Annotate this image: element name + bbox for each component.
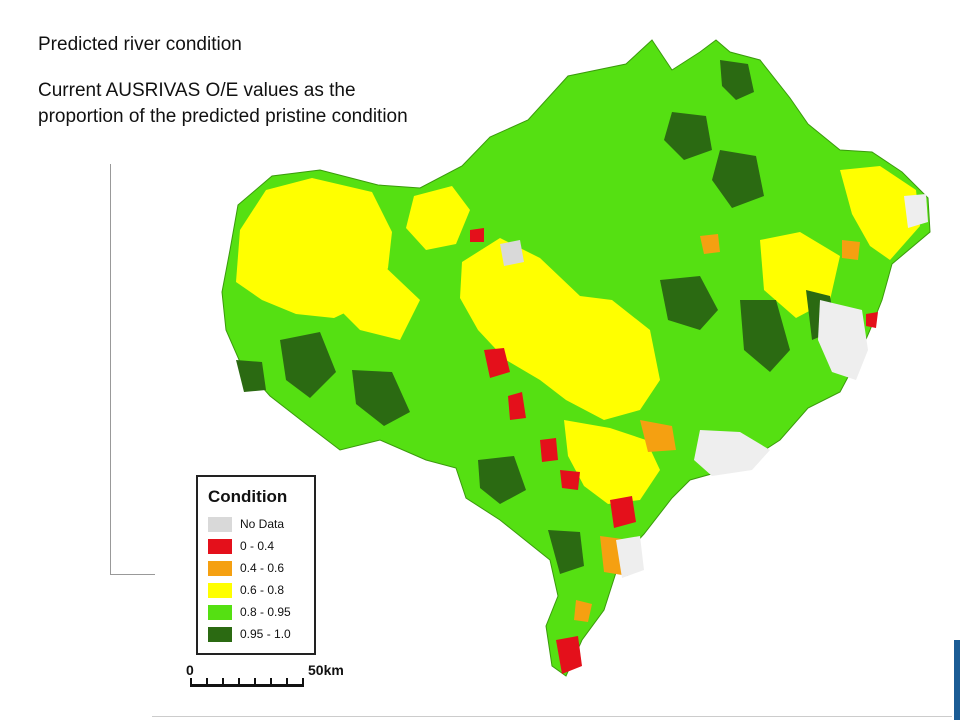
no-data-east <box>818 300 868 380</box>
scale-tick <box>190 678 192 687</box>
red-patch-central-2 <box>508 392 526 420</box>
yellow-zone-central <box>460 238 660 420</box>
orange-patch-1 <box>700 234 720 254</box>
legend-swatch <box>208 517 232 532</box>
legend-label: 0.4 - 0.6 <box>240 561 285 575</box>
legend-swatch <box>208 561 232 576</box>
right-edge-accent <box>954 640 960 720</box>
orange-patch-5 <box>574 600 592 622</box>
scale-bar: 0 50km <box>186 662 366 696</box>
dark-green-north-3 <box>712 150 764 208</box>
scale-tick <box>254 678 256 687</box>
yellow-zone-northcentral <box>406 186 470 250</box>
right-edge <box>952 0 960 720</box>
scale-tick <box>238 678 240 687</box>
map-title: Predicted river condition <box>38 34 242 55</box>
legend-label: 0.8 - 0.95 <box>240 605 291 619</box>
legend-swatch <box>208 583 232 598</box>
legend-swatch <box>208 605 232 620</box>
legend-title: Condition <box>208 487 288 506</box>
dark-green-central <box>660 276 718 330</box>
legend-label: 0.95 - 1.0 <box>240 627 291 641</box>
no-data-south <box>616 536 644 578</box>
scale-line <box>190 684 304 687</box>
dark-green-north-1 <box>720 60 754 100</box>
no-data-north <box>500 240 524 266</box>
callout-bracket <box>110 164 155 575</box>
orange-patch-2 <box>640 420 676 452</box>
red-patch-north <box>470 228 484 242</box>
legend-swatch <box>208 539 232 554</box>
legend-label: 0 - 0.4 <box>240 539 275 553</box>
red-patch-south-1 <box>610 496 636 528</box>
dark-green-north-2 <box>664 112 712 160</box>
scale-start-label: 0 <box>186 662 194 678</box>
yellow-zone-east <box>840 166 920 260</box>
dark-green-west-2 <box>352 370 410 426</box>
dark-green-south-2 <box>548 530 584 574</box>
dark-green-sw <box>236 360 266 392</box>
scale-tick <box>270 678 272 687</box>
red-patch-east <box>866 312 878 328</box>
red-patch-central-1 <box>484 348 510 378</box>
red-patch-tip <box>556 636 582 674</box>
scale-tick <box>286 678 288 687</box>
scale-tick <box>222 678 224 687</box>
scale-tick <box>302 678 304 687</box>
scale-end-label: 50km <box>308 662 344 678</box>
red-patch-central-3 <box>540 438 558 462</box>
yellow-zone-sw <box>326 250 420 340</box>
map-legend: Condition No Data 0 - 0.4 0.4 - 0.6 0.6 … <box>196 475 316 655</box>
legend-swatch <box>208 627 232 642</box>
dark-green-south-1 <box>478 456 526 504</box>
legend-label: 0.6 - 0.8 <box>240 583 285 597</box>
orange-patch-4 <box>842 240 860 260</box>
footer-divider <box>152 716 960 717</box>
red-patch-south-2 <box>560 470 580 490</box>
no-data-east-edge <box>904 194 928 228</box>
map-subtitle: Current AUSRIVAS O/E values as the propo… <box>38 80 408 127</box>
legend-label: No Data <box>240 517 285 531</box>
scale-tick <box>206 678 208 687</box>
dark-green-west-1 <box>280 332 336 398</box>
dark-green-east-1 <box>740 300 790 372</box>
yellow-zone-south <box>564 420 660 504</box>
no-data-southeast <box>694 430 770 476</box>
